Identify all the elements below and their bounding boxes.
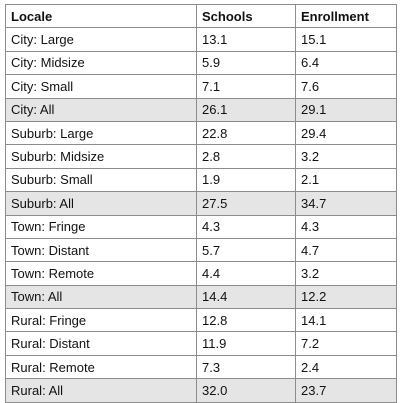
cell-enrollment: 4.3 <box>295 214 397 239</box>
cell-locale: Town: All <box>5 284 197 310</box>
cell-schools: 7.1 <box>196 74 296 99</box>
cell-locale: City: Large <box>5 27 197 52</box>
table-row: Suburb: Small 1.9 2.1 <box>5 167 397 193</box>
table-row: Rural: Distant 11.9 7.2 <box>5 331 397 356</box>
header-row: Locale Schools Enrollment <box>5 3 397 29</box>
cell-enrollment: 29.4 <box>295 120 397 146</box>
cell-schools: 27.5 <box>196 191 296 216</box>
cell-schools: 11.9 <box>196 331 296 356</box>
table-row: City: Small 7.1 7.6 <box>5 74 397 99</box>
table-row: Town: Remote 4.4 3.2 <box>5 261 397 286</box>
cell-schools: 5.9 <box>196 50 296 76</box>
subtotal-row: Town: All 14.4 12.2 <box>5 284 397 310</box>
cell-locale: Town: Fringe <box>5 214 197 239</box>
cell-locale: Suburb: Midsize <box>5 144 197 169</box>
locale-table-container: Locale Schools Enrollment City: Large 13.… <box>5 3 397 403</box>
cell-enrollment: 14.1 <box>295 308 397 333</box>
table-header: Locale Schools Enrollment <box>5 3 397 29</box>
table-body: City: Large 13.1 15.1 City: Midsize 5.9 6.4 Ci… <box>5 27 397 403</box>
cell-enrollment: 29.1 <box>295 97 397 122</box>
cell-locale: Suburb: Small <box>5 167 197 193</box>
cell-schools: 1.9 <box>196 167 296 193</box>
cell-enrollment: 7.6 <box>295 74 397 99</box>
table-row: Suburb: Large 22.8 29.4 <box>5 120 397 146</box>
table-row: City: Large 13.1 15.1 <box>5 27 397 52</box>
cell-enrollment: 15.1 <box>295 27 397 52</box>
cell-schools: 5.7 <box>196 237 296 263</box>
cell-schools: 7.3 <box>196 354 296 380</box>
column-header-schools: Schools <box>196 3 296 29</box>
cell-schools: 2.8 <box>196 144 296 169</box>
cell-enrollment: 2.1 <box>295 167 397 193</box>
cell-enrollment: 4.7 <box>295 237 397 263</box>
cell-schools: 4.4 <box>196 261 296 286</box>
column-header-locale: Locale <box>5 3 197 29</box>
cell-enrollment: 34.7 <box>295 191 397 216</box>
column-header-enrollment: Enrollment <box>295 3 397 29</box>
cell-locale: Rural: Distant <box>5 331 197 356</box>
cell-schools: 12.8 <box>196 308 296 333</box>
subtotal-row: Rural: All 32.0 23.7 <box>5 378 397 403</box>
cell-schools: 26.1 <box>196 97 296 122</box>
cell-enrollment: 6.4 <box>295 50 397 76</box>
cell-locale: City: All <box>5 97 197 122</box>
cell-locale: Rural: Remote <box>5 354 197 380</box>
cell-locale: Town: Remote <box>5 261 197 286</box>
cell-locale: City: Midsize <box>5 50 197 76</box>
cell-enrollment: 3.2 <box>295 144 397 169</box>
cell-schools: 4.3 <box>196 214 296 239</box>
table-row: City: Midsize 5.9 6.4 <box>5 50 397 76</box>
cell-schools: 22.8 <box>196 120 296 146</box>
subtotal-row: City: All 26.1 29.1 <box>5 97 397 122</box>
cell-schools: 14.4 <box>196 284 296 310</box>
cell-locale: City: Small <box>5 74 197 99</box>
cell-enrollment: 12.2 <box>295 284 397 310</box>
table-row: Town: Fringe 4.3 4.3 <box>5 214 397 239</box>
cell-schools: 32.0 <box>196 378 296 403</box>
locale-table: Locale Schools Enrollment City: Large 13.… <box>5 3 397 403</box>
table-row: Rural: Remote 7.3 2.4 <box>5 354 397 380</box>
cell-enrollment: 7.2 <box>295 331 397 356</box>
cell-enrollment: 23.7 <box>295 378 397 403</box>
subtotal-row: Suburb: All 27.5 34.7 <box>5 191 397 216</box>
cell-schools: 13.1 <box>196 27 296 52</box>
table-row: Town: Distant 5.7 4.7 <box>5 237 397 263</box>
cell-locale: Town: Distant <box>5 237 197 263</box>
table-row: Rural: Fringe 12.8 14.1 <box>5 308 397 333</box>
cell-locale: Suburb: Large <box>5 120 197 146</box>
cell-locale: Rural: All <box>5 378 197 403</box>
cell-locale: Rural: Fringe <box>5 308 197 333</box>
cell-locale: Suburb: All <box>5 191 197 216</box>
cell-enrollment: 3.2 <box>295 261 397 286</box>
table-row: Suburb: Midsize 2.8 3.2 <box>5 144 397 169</box>
cell-enrollment: 2.4 <box>295 354 397 380</box>
